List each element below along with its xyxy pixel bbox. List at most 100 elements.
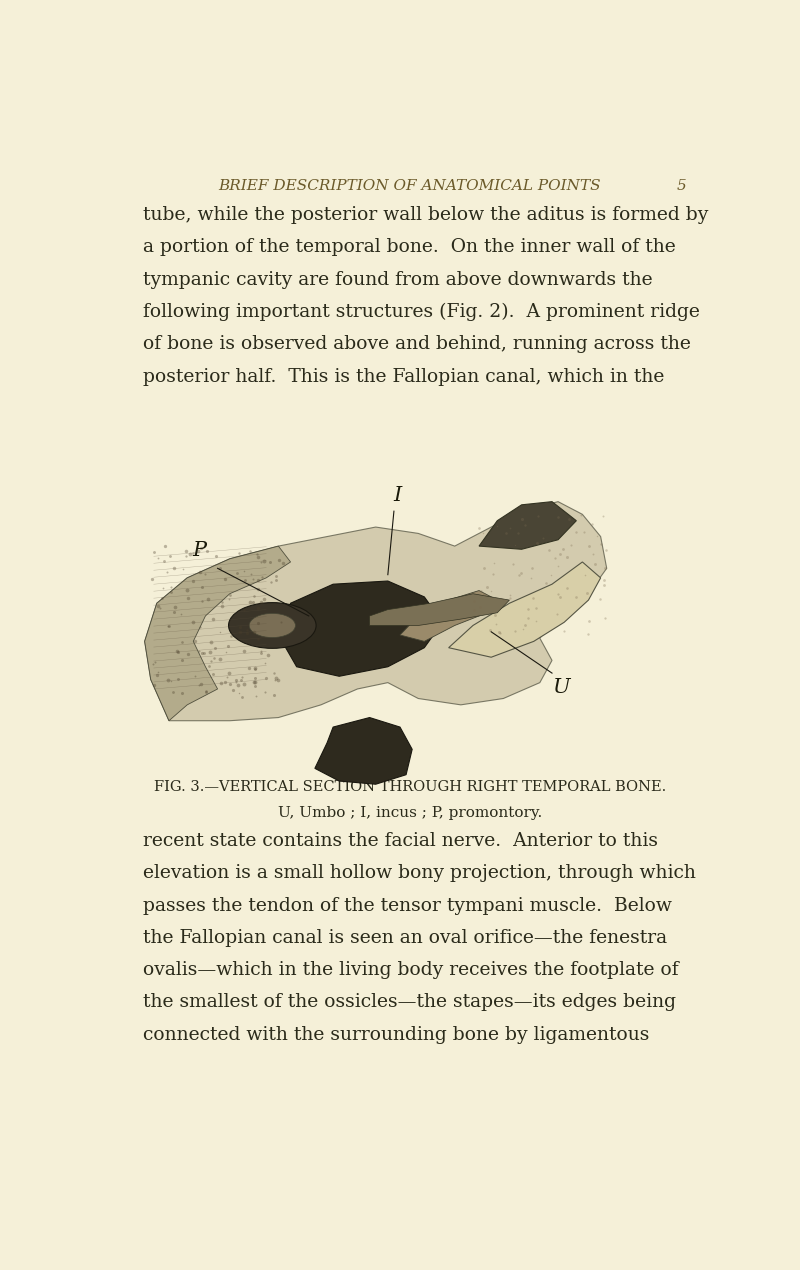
- Point: [219, 569, 232, 589]
- Point: [489, 605, 502, 625]
- Polygon shape: [370, 594, 510, 626]
- Polygon shape: [449, 561, 601, 658]
- Point: [522, 598, 534, 618]
- Point: [512, 523, 525, 544]
- Point: [467, 592, 480, 612]
- Point: [254, 644, 267, 664]
- Point: [151, 596, 164, 616]
- Point: [554, 544, 566, 564]
- Point: [171, 669, 184, 690]
- Point: [269, 671, 282, 691]
- Point: [248, 658, 261, 678]
- Point: [552, 556, 565, 577]
- Point: [536, 528, 549, 549]
- Point: [165, 577, 178, 597]
- Point: [519, 514, 532, 535]
- Text: connected with the surrounding bone by ligamentous: connected with the surrounding bone by l…: [142, 1026, 649, 1044]
- Point: [182, 644, 194, 664]
- Point: [182, 588, 194, 608]
- Point: [268, 685, 281, 705]
- Point: [235, 669, 248, 690]
- Point: [196, 591, 209, 611]
- Point: [151, 547, 164, 568]
- Point: [255, 592, 268, 612]
- Point: [595, 535, 608, 555]
- Point: [561, 578, 574, 598]
- Point: [200, 681, 213, 701]
- Point: [530, 598, 542, 618]
- Point: [150, 664, 163, 685]
- Point: [163, 616, 176, 636]
- Point: [188, 630, 201, 650]
- Point: [246, 569, 259, 589]
- Point: [485, 580, 498, 601]
- Point: [158, 551, 170, 572]
- Point: [214, 673, 227, 693]
- Point: [494, 622, 506, 643]
- Text: of bone is observed above and behind, running across the: of bone is observed above and behind, ru…: [142, 335, 690, 353]
- Point: [526, 558, 538, 578]
- Point: [530, 611, 542, 631]
- Circle shape: [229, 603, 316, 648]
- Text: U: U: [552, 678, 570, 697]
- Point: [251, 598, 264, 618]
- Point: [582, 536, 595, 556]
- Point: [247, 672, 260, 692]
- Polygon shape: [479, 502, 576, 549]
- Point: [223, 674, 236, 695]
- Point: [557, 538, 570, 559]
- Point: [515, 563, 528, 583]
- Point: [193, 674, 206, 695]
- Point: [200, 541, 213, 561]
- Point: [214, 649, 226, 669]
- Point: [532, 505, 545, 526]
- Point: [525, 568, 538, 588]
- Point: [271, 671, 284, 691]
- Point: [238, 641, 250, 662]
- Point: [244, 564, 257, 584]
- Point: [244, 592, 257, 612]
- Point: [208, 648, 221, 668]
- Point: [249, 659, 262, 679]
- Point: [214, 621, 226, 641]
- Point: [530, 533, 543, 554]
- Point: [148, 652, 161, 672]
- Point: [234, 622, 246, 643]
- Point: [209, 639, 222, 659]
- Point: [487, 552, 500, 573]
- Point: [574, 504, 587, 525]
- Point: [542, 540, 555, 560]
- Text: posterior half.  This is the Fallopian canal, which in the: posterior half. This is the Fallopian ca…: [142, 367, 664, 386]
- Point: [246, 592, 259, 612]
- Point: [598, 569, 610, 589]
- Point: [186, 544, 199, 564]
- Point: [277, 552, 290, 573]
- Point: [222, 635, 235, 655]
- Point: [258, 653, 271, 673]
- Point: [273, 550, 286, 570]
- Point: [548, 549, 561, 569]
- Text: tube, while the posterior wall below the aditus is formed by: tube, while the posterior wall below the…: [142, 206, 708, 225]
- Point: [521, 608, 534, 629]
- Point: [223, 663, 236, 683]
- Point: [249, 676, 262, 696]
- Point: [270, 668, 282, 688]
- Text: U, Umbo ; I, incus ; P, promontory.: U, Umbo ; I, incus ; P, promontory.: [278, 805, 542, 819]
- Point: [210, 545, 222, 565]
- Point: [468, 599, 481, 620]
- Point: [504, 588, 517, 608]
- Point: [262, 645, 274, 665]
- Point: [581, 583, 594, 603]
- Point: [481, 577, 494, 597]
- Point: [229, 672, 242, 692]
- Point: [476, 523, 489, 544]
- Text: BRIEF DESCRIPTION OF ANATOMICAL POINTS: BRIEF DESCRIPTION OF ANATOMICAL POINTS: [218, 179, 602, 193]
- Point: [176, 650, 189, 671]
- Polygon shape: [145, 502, 606, 721]
- Point: [498, 589, 510, 610]
- Point: [205, 650, 218, 671]
- Point: [194, 674, 207, 695]
- Point: [215, 592, 228, 612]
- Point: [472, 518, 485, 538]
- Point: [187, 611, 200, 631]
